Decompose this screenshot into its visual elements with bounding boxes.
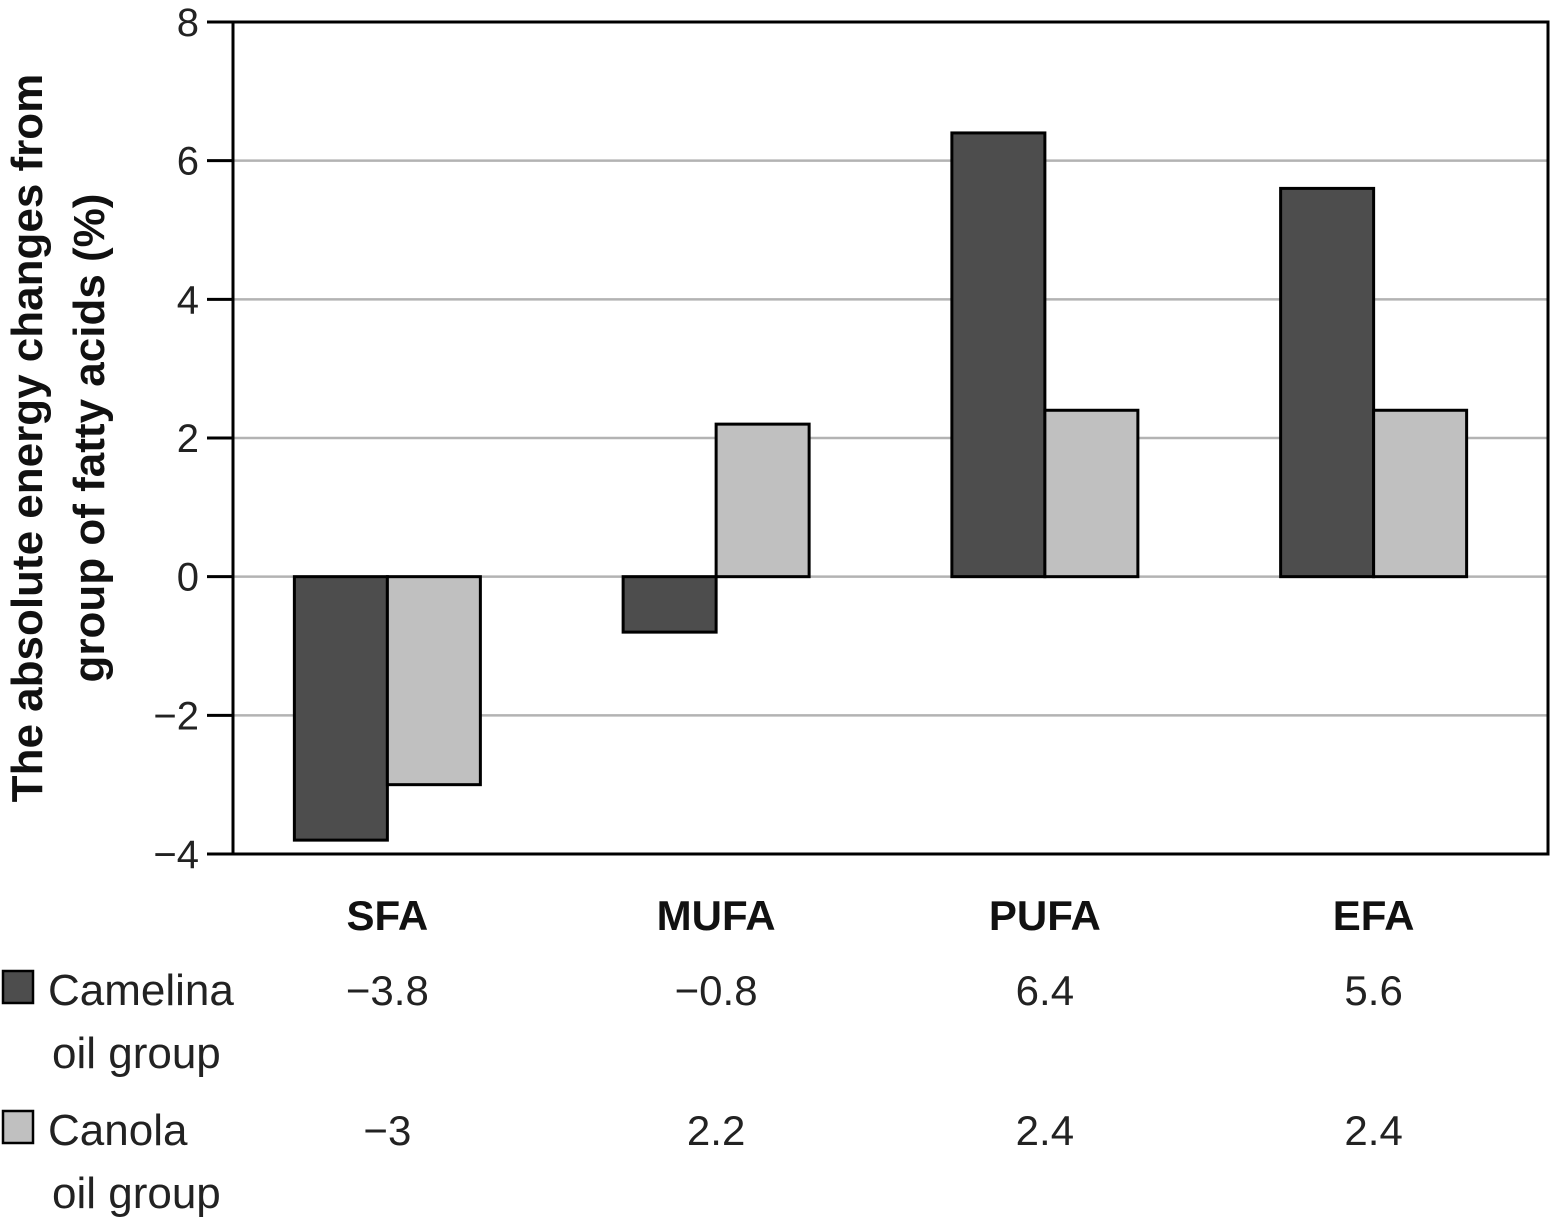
y-tick-label: 8 (177, 1, 199, 45)
bar-pufa-series-2 (1043, 408, 1140, 579)
y-axis-label-line: The absolute energy changes from (3, 74, 52, 803)
data-label: −3 (363, 1107, 411, 1154)
data-label: −3.8 (346, 967, 429, 1014)
legend-label: oil group (52, 1029, 221, 1078)
y-tick-label: −2 (153, 694, 199, 738)
y-tick-label: 4 (177, 278, 199, 322)
y-axis-ticks: −4 −2 0 2 4 6 8 (153, 1, 233, 877)
data-label: 2.4 (1016, 1107, 1074, 1154)
legend-swatch (1, 1109, 35, 1145)
legend-label: Camelina (48, 966, 234, 1015)
category-label: EFA (1333, 892, 1415, 939)
bar-mufa-series-2 (714, 422, 811, 579)
bar-efa-series-1 (1279, 186, 1376, 579)
legend-label: oil group (52, 1169, 221, 1218)
category-label: SFA (347, 892, 429, 939)
bar-mufa-series-1 (621, 575, 718, 634)
y-tick-label: 0 (177, 556, 199, 600)
category-label: PUFA (989, 892, 1101, 939)
data-table: Camelina oil group −3.8 −0.8 6.4 5.6 Canola oil… (1, 966, 1403, 1218)
y-tick-label: 2 (177, 417, 199, 461)
data-label: 5.6 (1344, 967, 1402, 1014)
bar-efa-series-2 (1372, 408, 1469, 579)
y-tick-label: 6 (177, 140, 199, 184)
y-axis-label-line: group of fatty acids (%) (65, 194, 114, 683)
y-axis-label: The absolute energy changes from group of… (3, 74, 114, 803)
data-label: 2.2 (687, 1107, 745, 1154)
bars (292, 131, 1469, 842)
bar-sfa-series-2 (385, 575, 482, 787)
y-tick-label: −4 (153, 833, 199, 877)
data-label: 6.4 (1016, 967, 1074, 1014)
category-labels: SFA MUFA PUFA EFA (347, 892, 1415, 939)
bar-sfa-series-1 (292, 575, 389, 842)
legend-label: Canola (48, 1106, 188, 1155)
data-label: −0.8 (675, 967, 758, 1014)
category-label: MUFA (657, 892, 776, 939)
bar-pufa-series-1 (950, 131, 1047, 579)
data-label: 2.4 (1344, 1107, 1402, 1154)
legend-swatch (1, 969, 35, 1005)
